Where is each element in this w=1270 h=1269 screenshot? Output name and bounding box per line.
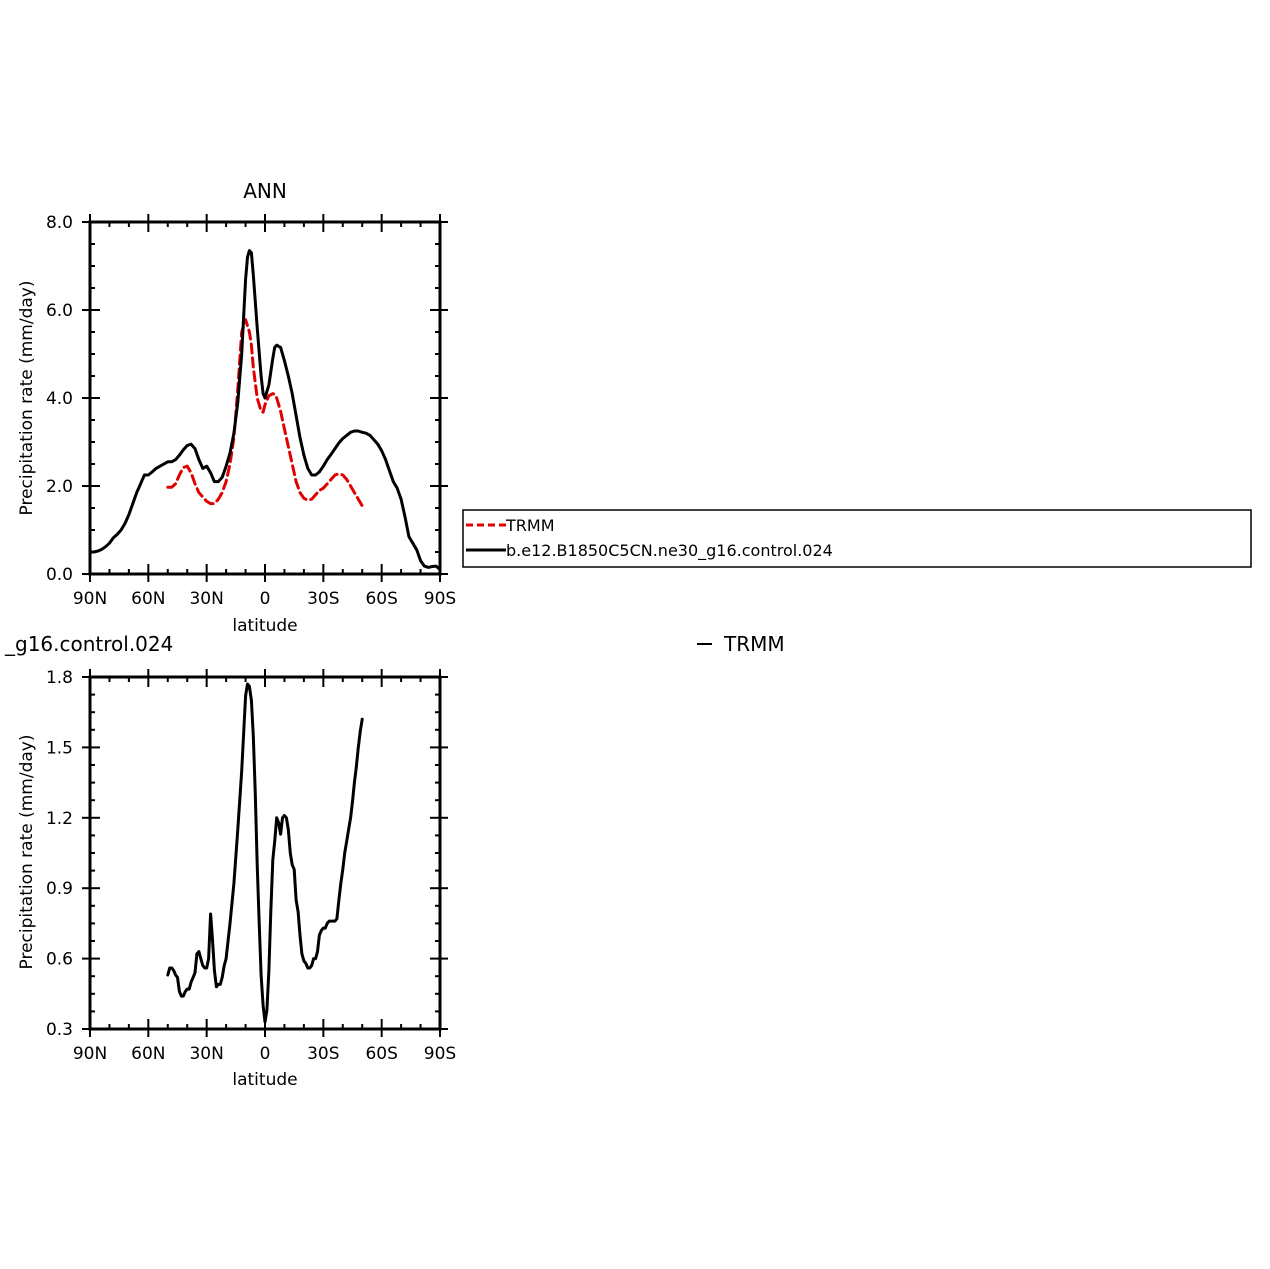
bottom-chart-x-tick-label: 0 [260, 1044, 271, 1064]
top-chart-x-tick-label: 30N [189, 589, 223, 609]
bottom-chart-panel: _g16.control.024 TRMM latitude Precipita… [4, 632, 785, 1090]
top-chart-x-tick-label: 60S [365, 589, 397, 609]
top-chart-y-tick-label: 6.0 [46, 301, 73, 321]
bottom-chart-frame [88, 675, 442, 1031]
bottom-chart-x-tick-label: 60N [131, 1044, 165, 1064]
top-chart-x-tick-label: 90N [73, 589, 107, 609]
legend: TRMM b.e12.B1850C5CN.ne30_g16.control.02… [462, 509, 1252, 568]
top-chart-x-tick-label: 90S [424, 589, 456, 609]
bottom-chart-y-tick-label: 0.3 [46, 1020, 73, 1040]
top-chart-series-trmm-line [166, 318, 364, 508]
top-chart-xlabel: latitude [232, 616, 297, 636]
bottom-chart-y-tick-label: 0.9 [46, 879, 73, 899]
bottom-chart-x-tick-label: 90S [424, 1044, 456, 1064]
top-chart-panel: ANN latitude Precipitation rate (mm/day)… [17, 179, 456, 636]
bottom-chart-y-tick-label: 1.5 [46, 738, 73, 758]
top-chart-title: ANN [243, 179, 287, 203]
bottom-chart-title-left: _g16.control.024 [4, 632, 173, 656]
top-chart-y-tick-label: 0.0 [46, 565, 73, 585]
legend-trmm-label: TRMM [505, 516, 555, 535]
bottom-chart-y-tick-label: 1.2 [46, 809, 73, 829]
bottom-chart-series-0-line [166, 682, 364, 1024]
legend-model-label: b.e12.B1850C5CN.ne30_g16.control.024 [506, 541, 833, 561]
top-chart-ylabel: Precipitation rate (mm/day) [17, 281, 37, 516]
top-chart-x-tick-label: 0 [260, 589, 271, 609]
bottom-chart-ylabel: Precipitation rate (mm/day) [17, 735, 37, 970]
bottom-chart-x-tick-label: 60S [365, 1044, 397, 1064]
top-chart-y-tick-label: 8.0 [46, 213, 73, 233]
legend-box [462, 509, 1252, 568]
top-chart-series-b-e12-b1850c5cn-ne30-g16-control-024-line [88, 249, 442, 572]
bottom-chart-x-tick-label: 90N [73, 1044, 107, 1064]
bottom-chart-x-tick-label: 30N [189, 1044, 223, 1064]
bottom-chart-x-tick-label: 30S [307, 1044, 339, 1064]
top-chart-x-tick-label: 30S [307, 589, 339, 609]
top-chart-y-tick-label: 2.0 [46, 477, 73, 497]
bottom-chart-y-tick-label: 1.8 [46, 668, 73, 688]
top-chart-y-tick-label: 4.0 [46, 389, 73, 409]
bottom-chart-y-tick-label: 0.6 [46, 950, 73, 970]
bottom-chart-xlabel: latitude [232, 1070, 297, 1090]
bottom-chart-title-right: TRMM [723, 632, 785, 656]
top-chart-x-tick-label: 60N [131, 589, 165, 609]
